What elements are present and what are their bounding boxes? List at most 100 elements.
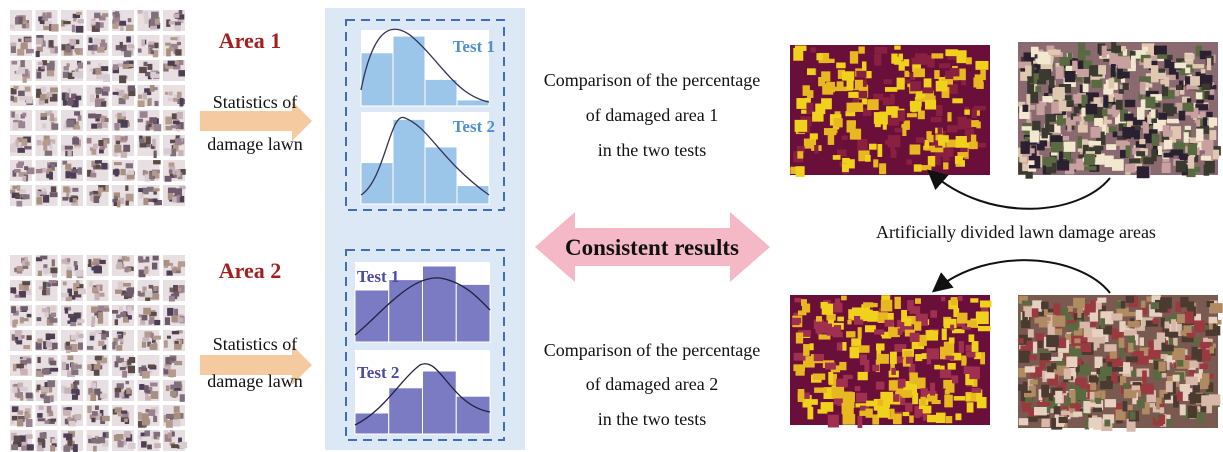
tile-patch [46,12,51,18]
tile-patch [117,200,120,207]
image-patch [1101,318,1105,328]
image-patch [971,135,976,142]
image-patch [1059,417,1068,423]
tile-patch [167,308,173,316]
tile-patch [139,194,144,199]
tile-patch [25,38,32,42]
image-patch [1151,65,1158,76]
tile-patch [118,441,124,448]
tile-patch [75,414,82,420]
image-patch [860,310,873,320]
image-patch [1053,303,1060,314]
tile-patch [43,268,49,274]
tile-patch [26,393,33,399]
tile-patch [25,434,33,439]
image-patch [1153,319,1160,324]
image-patch [856,71,866,78]
tile-patch [65,146,73,150]
tile-patch [114,338,118,341]
tile-patch [49,40,54,48]
tile-patch [97,123,102,129]
tile-patch [87,364,92,370]
image-patch [1124,330,1133,336]
image-patch [1064,95,1072,101]
tile-patch [95,100,101,107]
image-patch [1148,349,1160,360]
curved-arrow [935,260,1110,293]
tile-patch [175,22,181,26]
tile-patch [90,68,94,71]
tile-patch [174,388,181,391]
image-patch [1020,345,1032,350]
image-patch [1126,356,1138,362]
tile-patch [50,192,58,197]
tile-patch [65,171,70,178]
image-patch [829,129,837,133]
tile-patch [36,197,42,204]
tile-patch [67,150,71,157]
image-patch [857,416,862,428]
image-patch [1184,311,1194,323]
image-patch [959,341,964,353]
tile-patch [142,418,150,425]
image-patch [939,63,950,68]
image-patch [901,390,912,397]
image-patch [894,297,900,309]
image-patch [1137,107,1145,120]
tile-patch [101,66,109,71]
image-patch [822,304,833,315]
image-patch [1074,107,1080,114]
tile-patch [18,161,24,165]
image-patch [980,300,991,307]
image-patch [1077,310,1081,318]
image-patch [1123,83,1129,90]
image-patch [898,110,905,121]
tile-patch [115,319,118,325]
tile-patch [43,139,50,145]
hist-bar [389,388,423,434]
tile-patch [88,259,91,265]
tile-patch [66,270,72,278]
image-patch [1177,392,1183,401]
image-patch [1140,337,1144,345]
image-patch [881,300,892,312]
tile-patch [153,286,157,291]
tile-patch [172,432,175,437]
tile-patch [18,67,25,74]
tile-patch [39,406,44,410]
image-patch [930,383,935,396]
tile-patch [177,112,183,119]
tile-patch [42,12,45,20]
tile-patch [175,25,181,31]
tile-patch [50,361,57,366]
tile-patch [87,61,90,64]
image-patch [1153,370,1161,380]
tile-patch [145,396,151,401]
tile-patch [144,430,149,436]
image-patch [958,296,962,301]
image-patch [899,61,905,70]
tile-patch [43,282,47,290]
tile-patch [102,416,110,421]
image-patch [934,70,939,79]
image-patch [1165,329,1169,337]
image-patch [905,403,912,412]
tile-patch [127,175,135,180]
image-patch [907,113,917,117]
image-patch [807,68,816,75]
tile-patch [27,314,32,317]
tile-patch [128,366,135,373]
tile-patch [174,175,177,178]
tile-patch [88,45,93,50]
image-patch [860,354,867,365]
image-patch [836,379,848,388]
tile-patch [15,194,20,199]
tile-patch [169,296,175,302]
comparison-text: of damaged area 2 [586,374,718,394]
image-patch [832,387,845,399]
image-patch [1073,116,1081,121]
arrow-label: damage lawn [207,371,302,391]
image-patch [1192,64,1204,68]
image-patch [843,414,856,425]
tile-patch [94,196,100,204]
